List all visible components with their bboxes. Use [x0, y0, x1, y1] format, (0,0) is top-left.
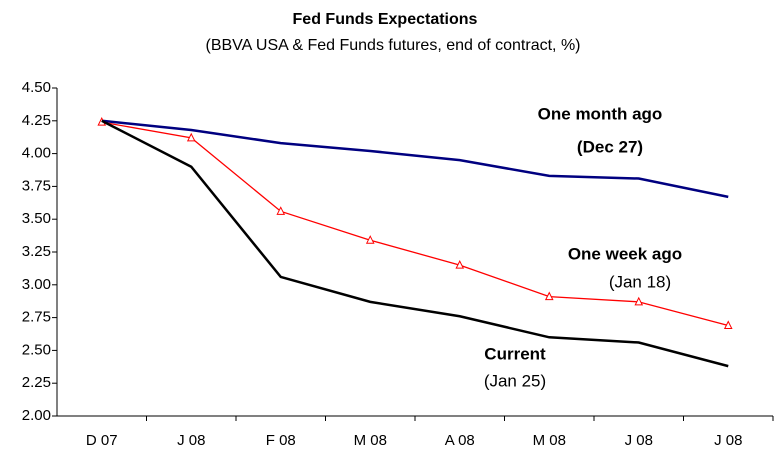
y-tick-label: 4.50: [22, 79, 51, 96]
series-sublabel: (Dec 27): [577, 137, 643, 156]
y-tick-label: 2.50: [22, 341, 51, 358]
x-tick-label: M 08: [533, 432, 566, 449]
x-tick-label: J 08: [625, 432, 653, 449]
marker: [723, 320, 733, 329]
series-line: [101, 119, 729, 199]
series-line: [101, 119, 729, 368]
x-tick-label: M 08: [354, 432, 387, 449]
y-tick-label: 3.00: [22, 276, 51, 293]
marker: [544, 291, 554, 301]
marker: [365, 235, 375, 244]
x-tick-label: J 08: [714, 432, 742, 449]
marker: [186, 132, 196, 142]
series-label: One week ago: [568, 244, 682, 263]
y-tick-label: 3.50: [22, 210, 51, 227]
series-label: One month ago: [538, 104, 663, 123]
series-label: Current: [484, 344, 546, 363]
y-tick-label: 4.25: [22, 112, 51, 129]
y-tick-label: 2.25: [22, 374, 51, 391]
y-tick-label: 2.00: [22, 407, 51, 424]
x-tick-label: D 07: [86, 432, 118, 449]
y-tick-label: 4.00: [22, 145, 51, 162]
marker: [276, 206, 286, 215]
marker: [455, 260, 465, 269]
x-tick-label: J 08: [177, 432, 205, 449]
chart-title: Fed Funds Expectations: [293, 11, 478, 28]
x-tick-label: A 08: [445, 432, 475, 449]
marker: [634, 296, 644, 306]
chart-subtitle: (BBVA USA & Fed Funds futures, end of co…: [206, 37, 581, 54]
x-tick-label: F 08: [266, 432, 296, 449]
series-line: [101, 121, 729, 327]
series-sublabel: (Jan 25): [484, 371, 546, 390]
y-tick-label: 2.75: [22, 309, 51, 326]
y-tick-label: 3.25: [22, 243, 51, 260]
series-sublabel: (Jan 18): [609, 272, 671, 291]
y-tick-label: 3.75: [22, 177, 51, 194]
